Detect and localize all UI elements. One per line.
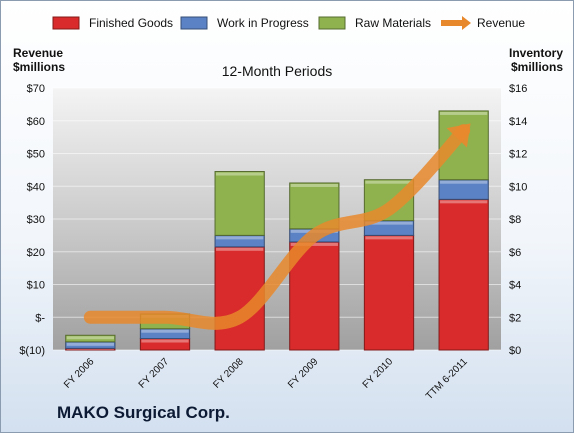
bar-finished-goods bbox=[363, 234, 415, 351]
legend-label: Raw Materials bbox=[355, 16, 431, 30]
category-label: FY 2006 bbox=[62, 356, 97, 391]
bar-finished-goods bbox=[438, 198, 489, 351]
category-label: FY 2008 bbox=[211, 356, 246, 391]
bar-highlight bbox=[66, 349, 114, 350]
left-axis-ticks: $(10) $- $10 $20 $30 $40 $50 $60 $70 bbox=[19, 83, 45, 357]
right-tick-label: $2 bbox=[509, 312, 521, 324]
legend-label: Work in Progress bbox=[217, 16, 309, 30]
left-tick-label: $20 bbox=[27, 247, 45, 259]
bar-highlight bbox=[141, 339, 189, 343]
legend: Finished Goods Work in Progress Raw Materi… bbox=[52, 16, 525, 30]
bar-highlight bbox=[440, 200, 488, 204]
revenue-arrowhead bbox=[446, 123, 471, 148]
bar-highlight bbox=[290, 242, 338, 246]
category-label: TTM 6-2011 bbox=[424, 356, 470, 402]
legend-label: Revenue bbox=[477, 16, 525, 30]
category-label: FY 2007 bbox=[137, 356, 172, 391]
revenue-line bbox=[83, 124, 471, 330]
right-tick-label: $10 bbox=[509, 181, 527, 193]
bar-highlight bbox=[216, 172, 264, 176]
left-tick-label: $30 bbox=[27, 214, 45, 226]
right-axis-label-line1: Inventory bbox=[509, 46, 563, 60]
left-tick-label: $70 bbox=[27, 83, 45, 95]
left-tick-label: $60 bbox=[27, 116, 45, 128]
legend-swatch bbox=[318, 16, 346, 30]
bar-highlight bbox=[365, 221, 413, 225]
bar-highlight bbox=[440, 180, 488, 184]
right-tick-label: $14 bbox=[509, 116, 527, 128]
right-tick-label: $12 bbox=[509, 149, 527, 161]
left-tick-label: $40 bbox=[27, 181, 45, 193]
bar-highlight bbox=[440, 111, 488, 115]
bar-highlight bbox=[365, 180, 413, 184]
legend-arrow-swatch bbox=[462, 16, 471, 30]
right-tick-label: $16 bbox=[509, 83, 527, 95]
legend-label: Finished Goods bbox=[89, 16, 173, 30]
category-label: FY 2010 bbox=[361, 356, 396, 391]
category-labels: FY 2006 FY 2007 FY 2008 FY 2009 FY 2010 TTM 6… bbox=[62, 356, 470, 402]
right-tick-label: $8 bbox=[509, 214, 521, 226]
bar-raw-materials bbox=[289, 182, 340, 230]
right-tick-label: $6 bbox=[509, 247, 521, 259]
bar-raw-materials bbox=[65, 334, 116, 343]
bar-highlight bbox=[141, 329, 189, 333]
bar-raw-materials bbox=[214, 171, 265, 236]
bar-highlight bbox=[216, 247, 264, 251]
right-tick-label: $4 bbox=[509, 280, 521, 292]
chart-title: 12-Month Periods bbox=[222, 63, 333, 79]
bar-highlight bbox=[290, 183, 338, 187]
bar-highlight bbox=[66, 336, 114, 340]
left-tick-label: $- bbox=[35, 312, 45, 324]
bar-highlight bbox=[365, 236, 413, 240]
category-label: FY 2009 bbox=[286, 356, 321, 391]
legend-swatch bbox=[52, 16, 80, 30]
right-axis-ticks: $0 $2 $4 $6 $8 $10 $12 $14 $16 bbox=[509, 83, 527, 357]
revenue-line-group bbox=[83, 123, 471, 330]
right-tick-label: $0 bbox=[509, 345, 521, 357]
left-tick-label: $50 bbox=[27, 149, 45, 161]
legend-swatch bbox=[180, 16, 208, 30]
left-axis-label-line1: Revenue bbox=[13, 46, 63, 60]
company-name: MAKO Surgical Corp. bbox=[57, 403, 230, 422]
left-tick-label: $10 bbox=[27, 280, 45, 292]
bar-highlight bbox=[216, 236, 264, 240]
left-axis-label-line2: $millions bbox=[13, 60, 65, 74]
bar-highlight bbox=[66, 342, 114, 346]
right-axis-label-line2: $millions bbox=[511, 60, 563, 74]
left-tick-label: $(10) bbox=[19, 345, 45, 357]
